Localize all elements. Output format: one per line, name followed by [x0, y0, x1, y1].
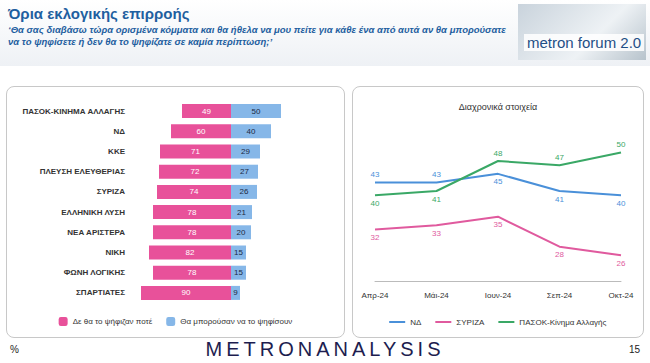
svg-text:29: 29 — [241, 147, 250, 156]
svg-text:ΣΥΡΙΖΑ: ΣΥΡΙΖΑ — [456, 318, 485, 327]
svg-text:ΝΕΑ ΑΡΙΣΤΕΡΑ: ΝΕΑ ΑΡΙΣΤΕΡΑ — [67, 228, 125, 237]
svg-text:49: 49 — [202, 107, 211, 116]
svg-text:33: 33 — [432, 229, 441, 238]
html-text:‘Θα σας διαβάσω τώρα ορισμένα: ‘Θα σας διαβάσω τώρα ορισμένα κόμματα κα… — [8, 24, 506, 47]
svg-text:ΚΚΕ: ΚΚΕ — [108, 147, 126, 156]
svg-text:15: 15 — [234, 248, 243, 257]
html-text:Όρια εκλογικής επιρροής: Όρια εκλογικής επιρροής — [8, 5, 190, 22]
svg-text:26: 26 — [240, 187, 249, 196]
svg-text:40: 40 — [371, 199, 380, 208]
svg-text:Θα μπορούσαν να το ψηφίσουν: Θα μπορούσαν να το ψηφίσουν — [180, 317, 292, 326]
svg-text:28: 28 — [555, 250, 564, 259]
svg-text:ΣΠΑΡΤΙΑΤΕΣ: ΣΠΑΡΤΙΑΤΕΣ — [76, 288, 125, 297]
svg-text:Δε θα το ψήφιζαν ποτέ: Δε θα το ψήφιζαν ποτέ — [73, 317, 153, 326]
svg-text:72: 72 — [191, 167, 200, 176]
svg-text:ΠΛΕΥΣΗ ΕΛΕΥΘΕΡΙΑΣ: ΠΛΕΥΣΗ ΕΛΕΥΘΕΡΙΑΣ — [40, 167, 126, 176]
svg-text:Σεπ-24: Σεπ-24 — [547, 291, 573, 300]
html-text:metron forum 2.0: metron forum 2.0 — [527, 34, 642, 51]
svg-text:20: 20 — [237, 228, 246, 237]
svg-text:27: 27 — [240, 167, 249, 176]
svg-text:43: 43 — [371, 170, 380, 179]
svg-text:15: 15 — [234, 268, 243, 277]
svg-text:71: 71 — [191, 147, 200, 156]
svg-text:78: 78 — [188, 208, 197, 217]
svg-text:ΕΛΛΗΝΙΚΗ ΛΥΣΗ: ΕΛΛΗΝΙΚΗ ΛΥΣΗ — [61, 208, 125, 217]
svg-text:50: 50 — [617, 140, 626, 149]
svg-text:ΝΙΚΗ: ΝΙΚΗ — [105, 248, 125, 257]
svg-text:41: 41 — [432, 195, 441, 204]
svg-text:Διαχρονικά στοιχεία: Διαχρονικά στοιχεία — [459, 102, 538, 112]
svg-text:ΦΩΝΗ ΛΟΓΙΚΗΣ: ΦΩΝΗ ΛΟΓΙΚΗΣ — [64, 268, 125, 277]
svg-text:78: 78 — [188, 268, 197, 277]
svg-text:Μάι-24: Μάι-24 — [424, 291, 449, 300]
svg-text:26: 26 — [617, 259, 626, 268]
svg-text:43: 43 — [432, 170, 441, 179]
svg-text:ΣΥΡΙΖΑ: ΣΥΡΙΖΑ — [97, 187, 126, 196]
svg-text:78: 78 — [188, 228, 197, 237]
svg-text:90: 90 — [182, 288, 191, 297]
svg-text:ΝΔ: ΝΔ — [410, 318, 422, 327]
svg-text:ΝΔ: ΝΔ — [113, 127, 125, 136]
svg-text:60: 60 — [197, 127, 206, 136]
svg-text:41: 41 — [555, 195, 564, 204]
html-text:15: 15 — [628, 344, 640, 355]
svg-text:32: 32 — [371, 233, 380, 242]
svg-text:35: 35 — [494, 220, 503, 229]
svg-text:50: 50 — [252, 107, 261, 116]
svg-text:82: 82 — [186, 248, 195, 257]
svg-text:48: 48 — [494, 149, 503, 158]
svg-text:40: 40 — [617, 199, 626, 208]
html-text:METRONANALYSIS: METRONANALYSIS — [205, 338, 445, 360]
svg-text:Οκτ-24: Οκτ-24 — [609, 291, 634, 300]
svg-text:74: 74 — [190, 187, 199, 196]
svg-text:Ιουν-24: Ιουν-24 — [485, 291, 512, 300]
svg-text:ΠΑΣΟΚ-ΚΙΝΗΜΑ ΑΛΛΑΓΗΣ: ΠΑΣΟΚ-ΚΙΝΗΜΑ ΑΛΛΑΓΗΣ — [22, 107, 125, 116]
svg-text:40: 40 — [247, 127, 256, 136]
svg-text:ΠΑΣΟΚ-Κίνημα Αλλαγής: ΠΑΣΟΚ-Κίνημα Αλλαγής — [519, 318, 606, 327]
svg-text:21: 21 — [237, 208, 246, 217]
svg-text:9: 9 — [233, 288, 238, 297]
svg-text:Απρ-24: Απρ-24 — [362, 291, 390, 300]
svg-text:47: 47 — [555, 153, 564, 162]
svg-text:45: 45 — [494, 177, 503, 186]
